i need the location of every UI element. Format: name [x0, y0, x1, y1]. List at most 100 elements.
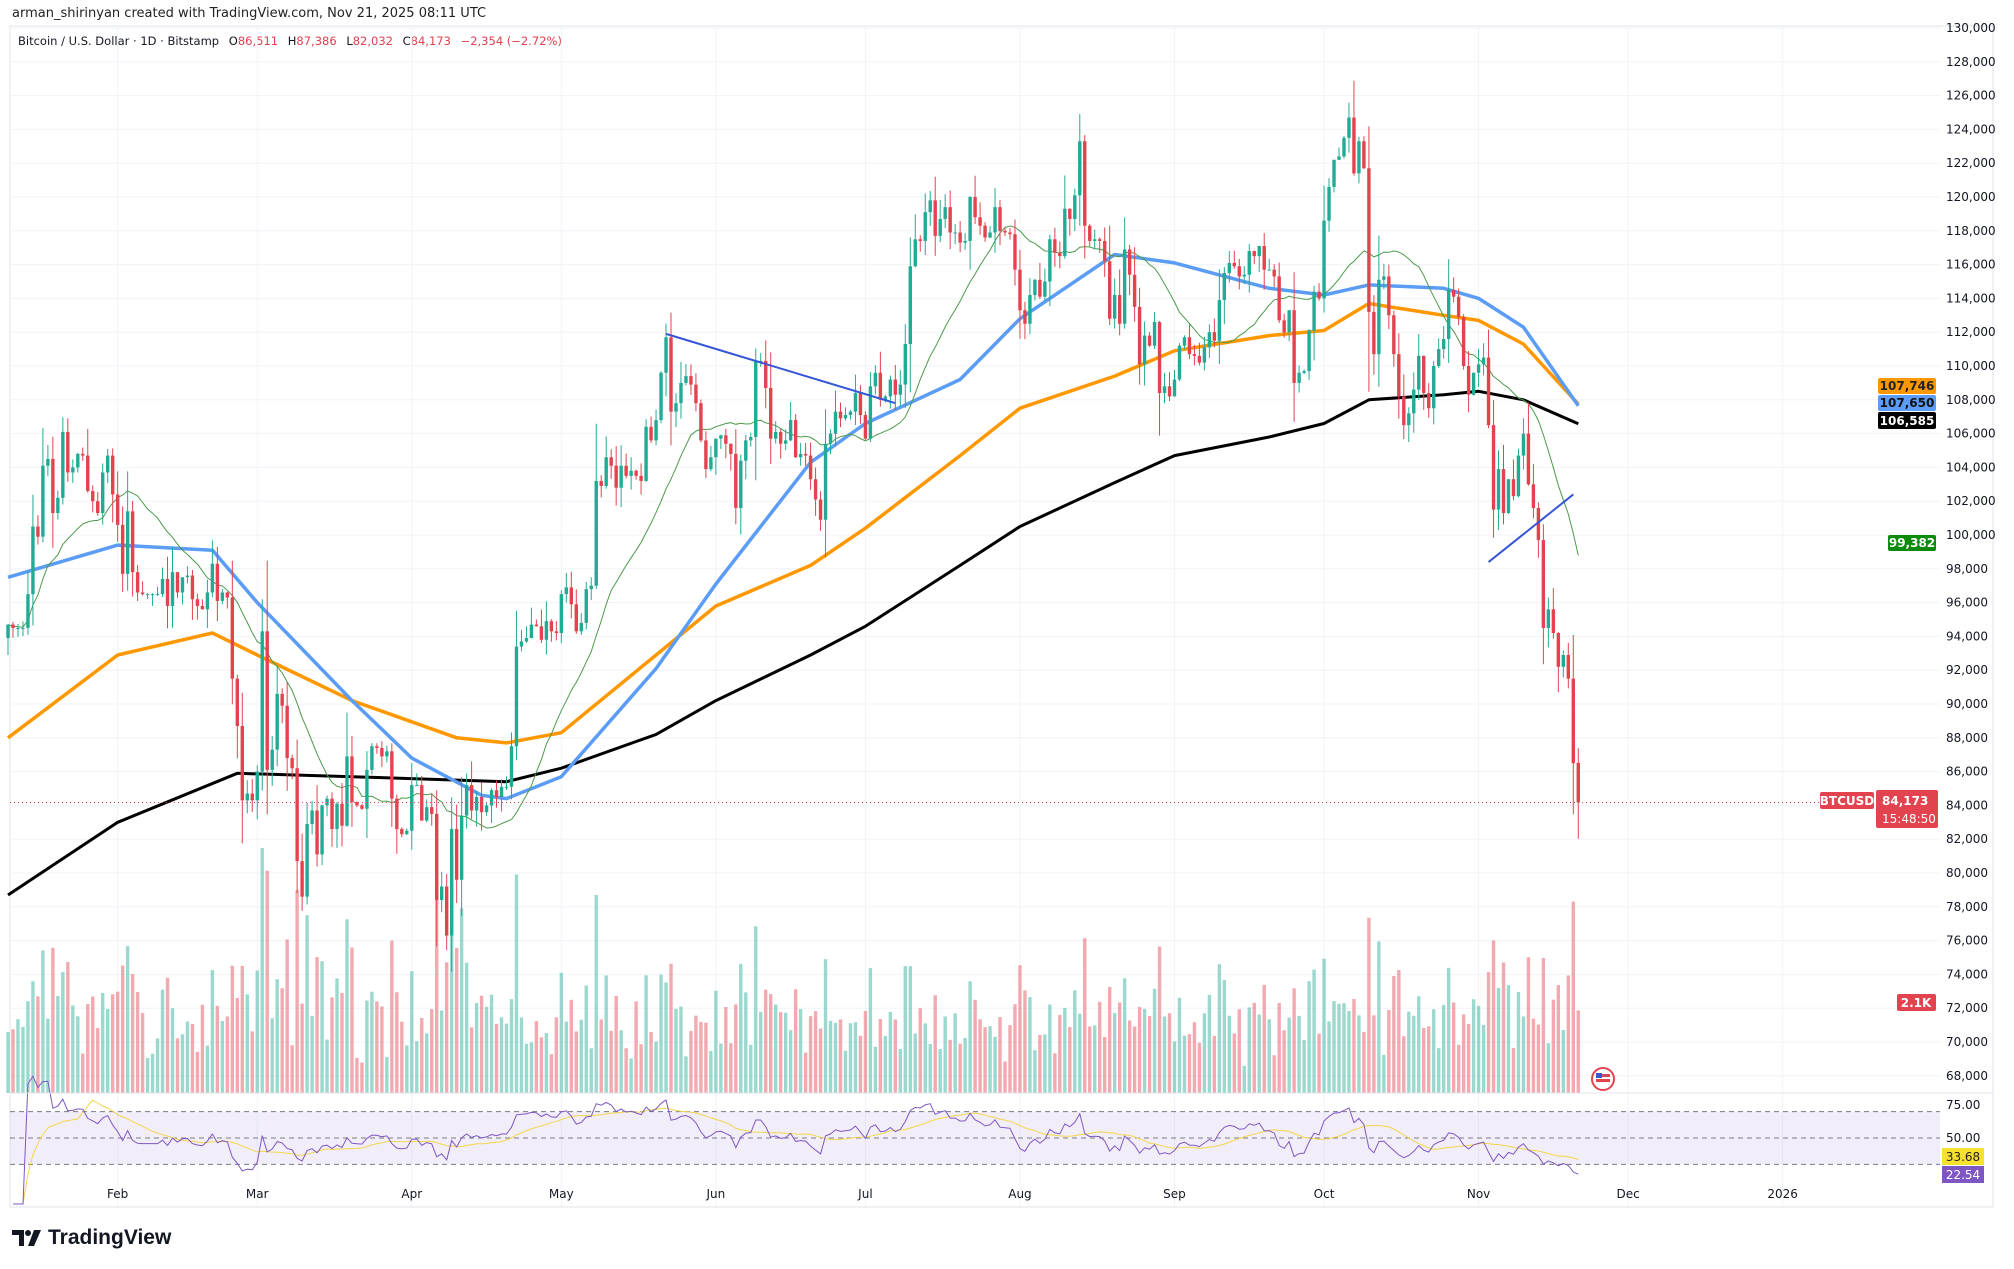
candle-body[interactable] [649, 426, 653, 441]
candle-body[interactable] [1526, 433, 1531, 485]
candle-body[interactable] [1058, 252, 1062, 257]
candle-body[interactable] [120, 524, 125, 574]
candle-body[interactable] [808, 455, 813, 480]
candle-body[interactable] [933, 200, 937, 236]
candle-body[interactable] [1088, 225, 1092, 241]
candle-body[interactable] [479, 796, 484, 813]
symbol-title[interactable]: Bitcoin / U.S. Dollar · 1D · Bitstamp [18, 34, 220, 48]
candle-body[interactable] [1172, 379, 1177, 397]
candle-body[interactable] [764, 360, 768, 388]
candle-body[interactable] [400, 829, 404, 835]
candle-body[interactable] [300, 861, 304, 897]
candle-body[interactable] [130, 511, 135, 573]
candle-body[interactable] [125, 511, 130, 574]
candle-body[interactable] [714, 438, 718, 458]
candle-body[interactable] [66, 431, 70, 473]
candle-body[interactable] [415, 785, 419, 787]
candle-body[interactable] [245, 793, 249, 801]
candle-body[interactable] [155, 594, 160, 596]
candle-body[interactable] [494, 790, 499, 797]
candle-body[interactable] [1312, 291, 1316, 331]
candle-body[interactable] [823, 443, 828, 520]
candle-body[interactable] [973, 197, 977, 218]
candle-body[interactable] [868, 386, 873, 439]
candle-body[interactable] [1073, 195, 1077, 219]
candle-body[interactable] [1147, 335, 1152, 346]
candle-body[interactable] [1402, 396, 1406, 426]
candle-body[interactable] [499, 786, 504, 797]
candle-body[interactable] [1496, 469, 1501, 510]
candle-body[interactable] [699, 403, 703, 441]
candle-body[interactable] [619, 465, 623, 488]
candle-body[interactable] [230, 597, 235, 679]
candle-body[interactable] [210, 563, 215, 593]
candle-body[interactable] [1536, 507, 1541, 541]
candle-body[interactable] [51, 458, 55, 514]
tradingview-logo[interactable]: TradingView [12, 1226, 171, 1250]
candle-body[interactable] [1332, 159, 1336, 187]
candle-body[interactable] [1038, 279, 1042, 297]
candle-body[interactable] [848, 411, 853, 416]
candle-body[interactable] [644, 426, 648, 481]
candle-body[interactable] [773, 431, 778, 439]
candle-body[interactable] [1028, 295, 1032, 324]
candle-body[interactable] [205, 592, 210, 610]
candle-body[interactable] [36, 526, 40, 537]
candle-body[interactable] [589, 585, 593, 590]
candle-body[interactable] [275, 693, 279, 750]
candle-body[interactable] [674, 403, 678, 412]
candle-body[interactable] [195, 599, 200, 606]
candle-body[interactable] [46, 458, 50, 466]
candle-body[interactable] [818, 499, 823, 520]
candle-body[interactable] [1481, 357, 1486, 365]
candle-body[interactable] [898, 384, 903, 395]
candle-body[interactable] [41, 465, 45, 537]
candle-body[interactable] [529, 624, 534, 639]
candle-body[interactable] [21, 627, 25, 629]
candle-body[interactable] [215, 563, 220, 601]
candle-body[interactable] [938, 218, 942, 236]
candle-body[interactable] [1491, 425, 1496, 510]
candle-body[interactable] [813, 479, 818, 500]
candle-body[interactable] [1471, 372, 1476, 395]
candle-body[interactable] [943, 207, 947, 219]
candle-body[interactable] [425, 807, 429, 821]
candle-body[interactable] [793, 420, 798, 458]
candle-body[interactable] [759, 360, 763, 362]
candle-body[interactable] [265, 631, 269, 770]
candle-body[interactable] [1003, 230, 1007, 233]
trendline[interactable] [1487, 493, 1574, 563]
candle-body[interactable] [928, 200, 932, 213]
candle-body[interactable] [1267, 269, 1271, 271]
candle-body[interactable] [754, 360, 758, 437]
trendline[interactable] [665, 332, 896, 405]
candle-body[interactable] [86, 455, 90, 492]
candle-body[interactable] [435, 813, 439, 901]
candle-body[interactable] [838, 411, 843, 419]
candle-body[interactable] [1137, 306, 1142, 365]
candle-body[interactable] [599, 480, 603, 486]
candle-body[interactable] [1367, 168, 1371, 312]
candle-body[interactable] [1377, 279, 1381, 355]
candle-body[interactable] [469, 785, 474, 811]
candle-body[interactable] [1546, 609, 1551, 628]
candle-body[interactable] [430, 807, 434, 814]
candle-body[interactable] [1167, 386, 1172, 397]
candle-body[interactable] [1322, 220, 1326, 299]
candle-body[interactable] [1182, 337, 1187, 346]
candle-body[interactable] [1242, 274, 1246, 277]
candle-body[interactable] [1446, 289, 1451, 339]
candle-body[interactable] [833, 411, 838, 434]
candle-body[interactable] [96, 501, 100, 514]
candle-body[interactable] [360, 805, 364, 809]
candle-body[interactable] [110, 455, 115, 495]
candle-body[interactable] [594, 480, 598, 586]
candle-body[interactable] [320, 805, 324, 855]
candle-body[interactable] [584, 589, 588, 623]
candle-body[interactable] [1436, 349, 1441, 366]
candle-body[interactable] [694, 384, 698, 404]
candle-body[interactable] [1282, 320, 1286, 333]
candle-body[interactable] [489, 790, 494, 806]
candle-body[interactable] [115, 494, 120, 525]
candle-body[interactable] [514, 646, 519, 747]
